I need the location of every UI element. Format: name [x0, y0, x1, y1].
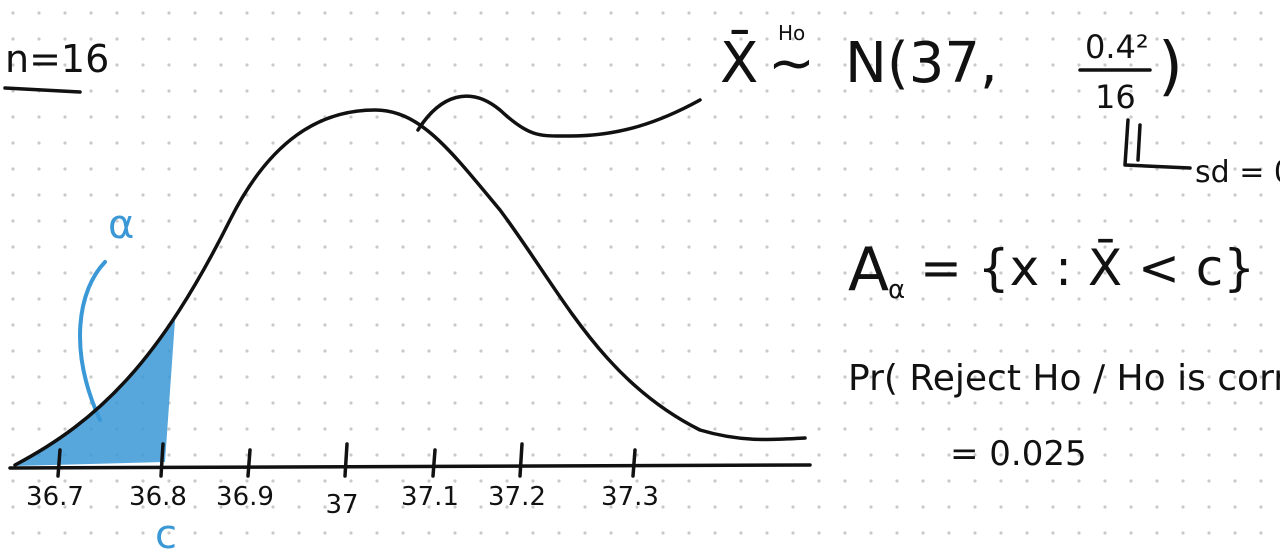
- tick: [58, 450, 60, 476]
- variance-numerator: 0.4²: [1085, 28, 1149, 66]
- tick: [433, 450, 435, 476]
- sd: sd = 0.1: [1195, 155, 1280, 190]
- rejection-set: A: [848, 235, 889, 305]
- tick: [520, 444, 522, 476]
- note-canvas: n=16 α c 36.736.836.93737.137.237.3 X̄ ~…: [0, 0, 1280, 552]
- tick: [161, 444, 163, 476]
- axis-label: 37: [325, 490, 358, 520]
- axis-label: 37.3: [601, 482, 659, 512]
- axis-label: 37.2: [488, 482, 546, 512]
- tick: [633, 450, 635, 476]
- axis-label: 36.7: [26, 482, 84, 512]
- variance-denominator: 16: [1095, 78, 1136, 116]
- variable: X̄: [720, 31, 758, 96]
- tick: [248, 450, 250, 476]
- axis-label: 37.1: [401, 482, 459, 512]
- sample-size: n=16: [5, 37, 109, 81]
- rejection-subscript: α: [888, 275, 905, 305]
- critical-label: c: [155, 512, 177, 552]
- probability-value: = 0.025: [950, 434, 1087, 474]
- hypothesis: Ho: [778, 21, 805, 45]
- tick: [345, 444, 347, 476]
- family: N(37,: [845, 31, 998, 96]
- axis-label: 36.9: [216, 482, 274, 512]
- rejection-definition: = {x : X̄ < c}: [920, 238, 1255, 297]
- probability: Pr( Reject Ho / Ho is corre: [848, 358, 1280, 399]
- closing-paren: ): [1158, 30, 1183, 104]
- axis-label: 36.8: [129, 482, 187, 512]
- alpha-label: α: [108, 202, 134, 248]
